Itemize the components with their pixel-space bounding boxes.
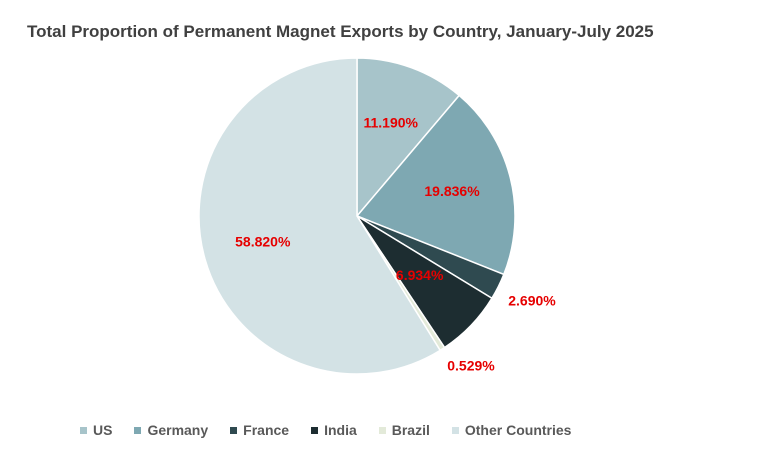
pie-chart: 11.190% 19.836% 2.690% 6.934% 0.529% 58.820% bbox=[198, 57, 556, 375]
legend-label-other-countries: Other Countries bbox=[464, 422, 572, 438]
pie-slice-us[interactable] bbox=[356, 57, 461, 219]
legend-swatch-france bbox=[230, 426, 238, 434]
legend-item-germany[interactable]: Germany bbox=[134, 422, 208, 438]
data-label-other-countries: 58.820% bbox=[235, 234, 291, 250]
legend-swatch-brazil bbox=[378, 426, 386, 434]
pie-slice-other-countries[interactable] bbox=[198, 57, 442, 375]
legend-swatch-india bbox=[311, 426, 319, 434]
legend-item-india[interactable]: India bbox=[311, 422, 357, 438]
data-label-brazil: 0.529% bbox=[447, 358, 495, 374]
data-label-france: 2.690% bbox=[508, 293, 556, 309]
legend-swatch-other-countries bbox=[451, 426, 459, 434]
legend-label-germany: Germany bbox=[147, 422, 209, 438]
legend-swatch-us bbox=[80, 426, 87, 434]
chart-title: Total Proportion of Permanent Magnet Exp… bbox=[27, 22, 654, 41]
legend-label-france: France bbox=[243, 422, 290, 438]
legend-label-india: India bbox=[324, 422, 357, 438]
legend-label-brazil: Brazil bbox=[391, 422, 430, 438]
data-label-germany: 19.836% bbox=[424, 183, 480, 199]
legend-item-other-countries[interactable]: Other Countries bbox=[451, 422, 572, 438]
legend-item-us[interactable]: US bbox=[80, 422, 112, 438]
data-label-us: 11.190% bbox=[363, 115, 418, 131]
legend-swatch-germany bbox=[134, 426, 142, 434]
legend-item-france[interactable]: France bbox=[230, 422, 289, 438]
legend-label-us: US bbox=[93, 422, 113, 438]
pie-slice-germany[interactable] bbox=[355, 94, 516, 276]
legend: US Germany France India Brazil Other Cou… bbox=[80, 422, 593, 438]
legend-item-brazil[interactable]: Brazil bbox=[378, 422, 430, 438]
data-label-india: 6.934% bbox=[396, 267, 444, 283]
